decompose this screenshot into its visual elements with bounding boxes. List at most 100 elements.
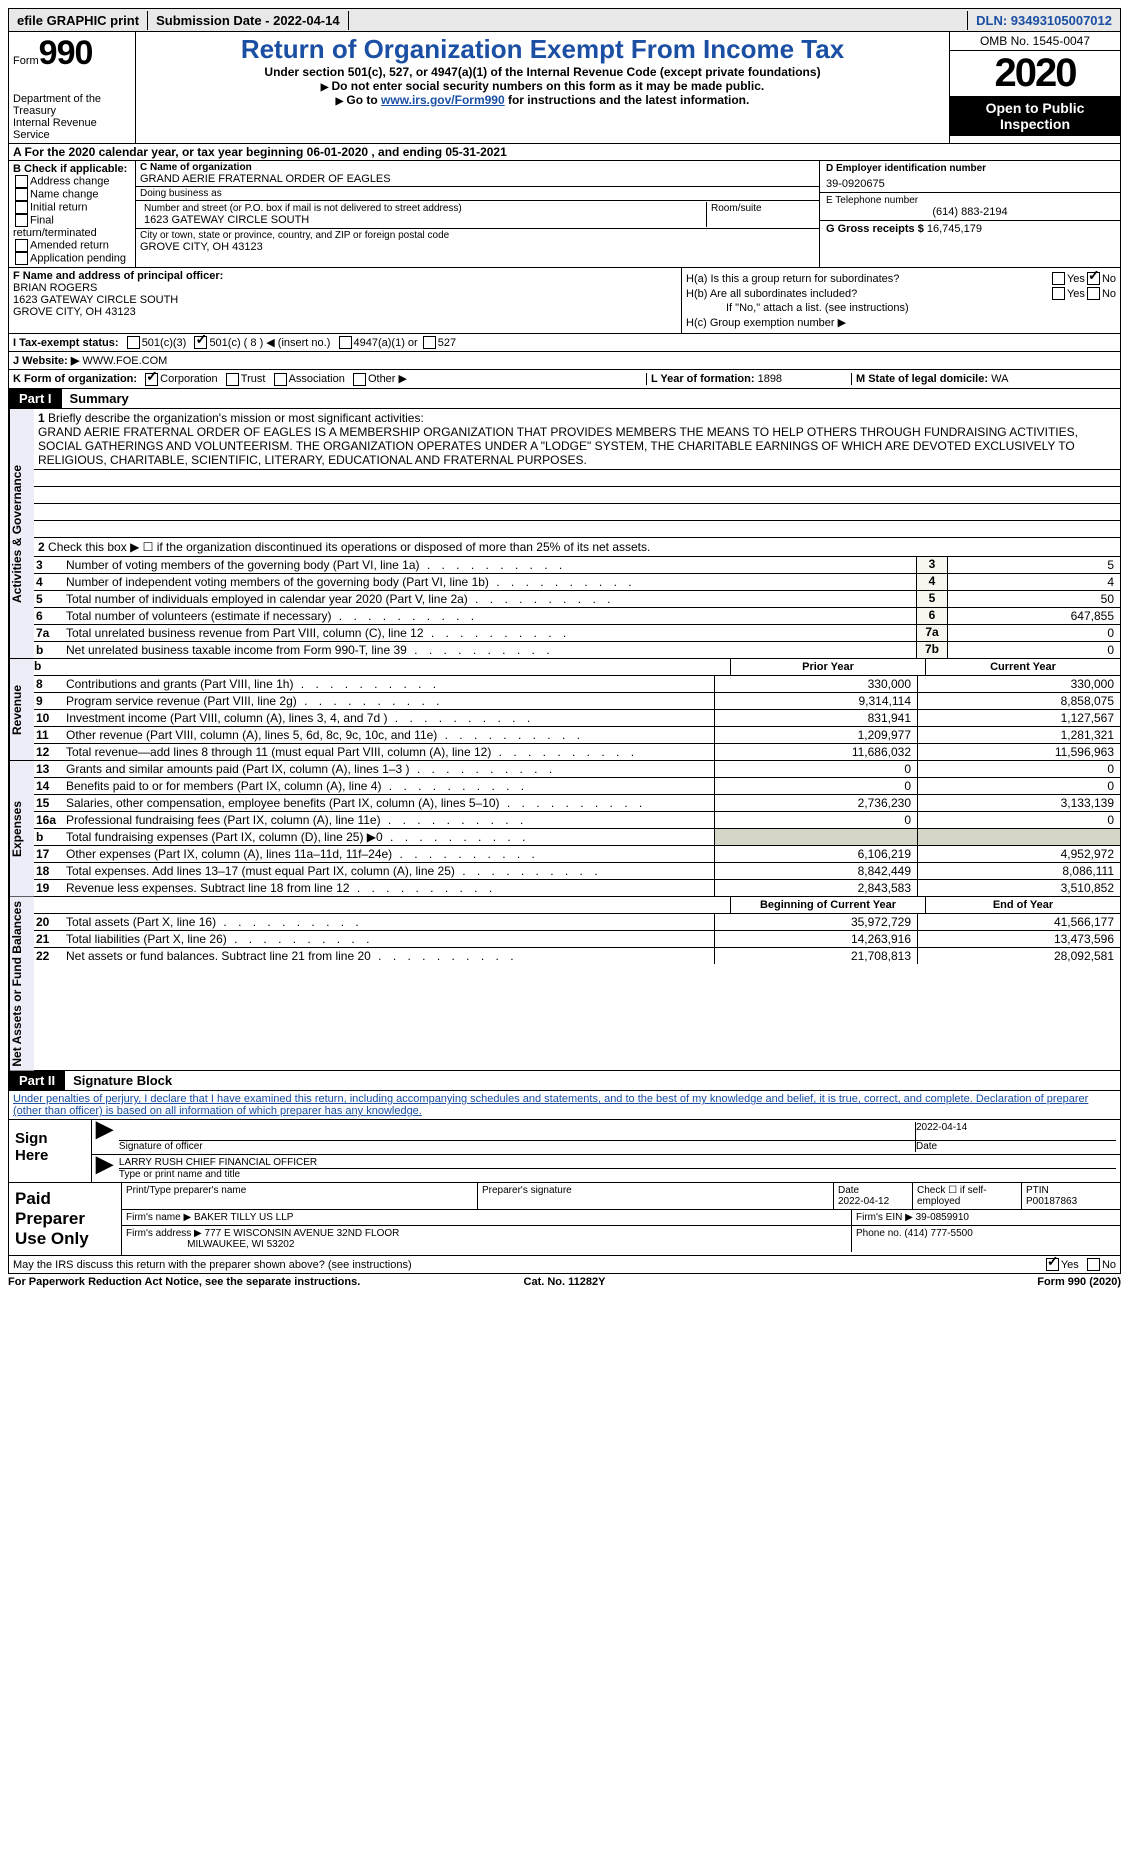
phone-label: E Telephone number	[826, 195, 1114, 206]
city-value: GROVE CITY, OH 43123	[140, 241, 815, 253]
org-name-label: C Name of organization	[140, 162, 815, 173]
declaration-text: Under penalties of perjury, I declare th…	[8, 1091, 1121, 1120]
m-value: WA	[991, 373, 1008, 385]
ha-no-cb[interactable]	[1087, 272, 1100, 285]
footer-left: For Paperwork Reduction Act Notice, see …	[8, 1276, 379, 1288]
irs-link[interactable]: www.irs.gov/Form990	[381, 93, 505, 107]
ptin-value: P00187863	[1026, 1196, 1077, 1207]
street-address: 1623 GATEWAY CIRCLE SOUTH	[144, 214, 702, 226]
cb-4947[interactable]	[339, 336, 352, 349]
officer-addr1: 1623 GATEWAY CIRCLE SOUTH	[13, 294, 677, 306]
officer-printed: LARRY RUSH CHIEF FINANCIAL OFFICER	[119, 1157, 1116, 1169]
netassets-block: Net Assets or Fund Balances Beginning of…	[8, 897, 1121, 1072]
discuss-question: May the IRS discuss this return with the…	[13, 1259, 1044, 1271]
mission-text: GRAND AERIE FRATERNAL ORDER OF EAGLES IS…	[38, 425, 1078, 467]
cb-trust[interactable]	[226, 373, 239, 386]
ph3-label: Date	[838, 1185, 859, 1196]
col-f-officer: F Name and address of principal officer:…	[9, 268, 682, 333]
ha-yes-cb[interactable]	[1052, 272, 1065, 285]
summary-line-15: 15Salaries, other compensation, employee…	[34, 795, 1120, 812]
vtab-expenses: Expenses	[9, 761, 34, 896]
form-990-number: 990	[39, 34, 93, 72]
cb-pending[interactable]: Application pending	[13, 252, 131, 265]
dba-label: Doing business as	[140, 188, 815, 199]
ph5-label: PTIN	[1026, 1185, 1049, 1196]
cb-527[interactable]	[423, 336, 436, 349]
cb-initial-return[interactable]: Initial return	[13, 201, 131, 214]
summary-line-6: 6Total number of volunteers (estimate if…	[34, 608, 1120, 625]
hb-yes-cb[interactable]	[1052, 287, 1065, 300]
i-label: I Tax-exempt status:	[13, 337, 119, 349]
firm-ein: 39-0859910	[916, 1212, 969, 1223]
cb-other[interactable]	[353, 373, 366, 386]
summary-line-18: 18Total expenses. Add lines 13–17 (must …	[34, 863, 1120, 880]
summary-line-b: bNet unrelated business taxable income f…	[34, 642, 1120, 658]
irs-label: Internal Revenue Service	[13, 117, 131, 141]
dln-label: DLN: 93493105007012	[967, 11, 1120, 30]
cb-name-change[interactable]: Name change	[13, 188, 131, 201]
ph4: Check ☐ if self-employed	[917, 1185, 987, 1207]
summary-line-20: 20Total assets (Part X, line 16)35,972,7…	[34, 914, 1120, 931]
year-box: OMB No. 1545-0047 2020 Open to Public In…	[949, 32, 1120, 143]
summary-line-b: bTotal fundraising expenses (Part IX, co…	[34, 829, 1120, 846]
part1-header: Part I Summary	[8, 389, 1121, 409]
vtab-netassets: Net Assets or Fund Balances	[9, 897, 34, 1071]
inst2b: for instructions and the latest informat…	[505, 93, 750, 107]
k-label: K Form of organization:	[13, 373, 137, 385]
cb-501c3[interactable]	[127, 336, 140, 349]
firm-addr1: 777 E WISCONSIN AVENUE 32ND FLOOR	[205, 1228, 400, 1239]
ein-label: D Employer identification number	[826, 163, 1114, 174]
summary-line-4: 4Number of independent voting members of…	[34, 574, 1120, 591]
row-i-status: I Tax-exempt status: 501(c)(3) 501(c) ( …	[8, 334, 1121, 352]
footer-mid: Cat. No. 11282Y	[379, 1276, 750, 1288]
m-label: M State of legal domicile:	[856, 373, 988, 385]
city-label: City or town, state or province, country…	[140, 230, 815, 241]
preparer-block: Paid Preparer Use Only Print/Type prepar…	[8, 1183, 1121, 1256]
top-bar: efile GRAPHIC print Submission Date - 20…	[8, 8, 1121, 32]
l-value: 1898	[758, 373, 782, 385]
sig-arrow-icon: ▶	[96, 1122, 113, 1152]
arrow-icon	[321, 79, 332, 93]
part2-label: Part II	[9, 1071, 65, 1090]
sig-officer-label: Signature of officer	[119, 1141, 915, 1152]
dept-treasury: Department of the Treasury	[13, 93, 131, 117]
summary-line-12: 12Total revenue—add lines 8 through 11 (…	[34, 744, 1120, 760]
officer-type-label: Type or print name and title	[119, 1169, 1116, 1180]
cb-assoc[interactable]	[274, 373, 287, 386]
cb-corp[interactable]	[145, 373, 158, 386]
sig-date: 2022-04-14	[916, 1122, 1116, 1141]
part1-label: Part I	[9, 389, 62, 408]
yes-label: Yes	[1061, 1259, 1079, 1271]
discuss-no-cb[interactable]	[1087, 1258, 1100, 1271]
cb-final-return[interactable]: Final return/terminated	[13, 214, 131, 239]
form-header: Form990 Department of the Treasury Inter…	[8, 32, 1121, 144]
activities-block: Activities & Governance 1 Briefly descri…	[8, 409, 1121, 659]
opt-corp: Corporation	[160, 373, 217, 385]
hc-label: H(c) Group exemption number ▶	[686, 316, 846, 329]
form-number-box: Form990 Department of the Treasury Inter…	[9, 32, 136, 143]
officer-name: BRIAN ROGERS	[13, 282, 677, 294]
ha-label: H(a) Is this a group return for subordin…	[686, 273, 1050, 285]
website-value: WWW.FOE.COM	[82, 355, 167, 367]
summary-line-7a: 7aTotal unrelated business revenue from …	[34, 625, 1120, 642]
discuss-yes-cb[interactable]	[1046, 1258, 1059, 1271]
gross-label: G Gross receipts $	[826, 223, 924, 235]
hb-note: If "No," attach a list. (see instruction…	[686, 302, 1116, 314]
summary-line-11: 11Other revenue (Part VIII, column (A), …	[34, 727, 1120, 744]
opt-4947: 4947(a)(1) or	[354, 337, 418, 349]
col-b-header: B Check if applicable:	[13, 163, 131, 175]
section-fh: F Name and address of principal officer:…	[8, 268, 1121, 334]
cb-amended[interactable]: Amended return	[13, 239, 131, 252]
row-j-website: J Website: ▶ WWW.FOE.COM	[8, 352, 1121, 370]
ph1: Print/Type preparer's name	[126, 1185, 246, 1196]
summary-line-17: 17Other expenses (Part IX, column (A), l…	[34, 846, 1120, 863]
hb-no-cb[interactable]	[1087, 287, 1100, 300]
summary-line-8: 8Contributions and grants (Part VIII, li…	[34, 676, 1120, 693]
cb-501c[interactable]	[194, 336, 207, 349]
yes-label: Yes	[1067, 273, 1085, 285]
cb-address-change[interactable]: Address change	[13, 175, 131, 188]
firm-phone: (414) 777-5500	[904, 1228, 972, 1239]
inst2a: Go to	[346, 93, 381, 107]
summary-line-9: 9Program service revenue (Part VIII, lin…	[34, 693, 1120, 710]
col-h-group: H(a) Is this a group return for subordin…	[682, 268, 1120, 333]
